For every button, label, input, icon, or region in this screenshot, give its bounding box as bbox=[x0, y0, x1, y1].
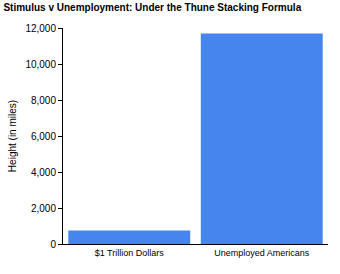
svg-text:12,000: 12,000 bbox=[25, 23, 56, 34]
svg-text:10,000: 10,000 bbox=[25, 59, 56, 70]
svg-text:Height (in miles): Height (in miles) bbox=[7, 100, 18, 172]
svg-text:Unemployed Americans: Unemployed Americans bbox=[214, 248, 310, 258]
svg-text:2,000: 2,000 bbox=[31, 203, 56, 214]
svg-text:4,000: 4,000 bbox=[31, 167, 56, 178]
svg-text:$1 Trillion Dollars: $1 Trillion Dollars bbox=[95, 248, 165, 258]
svg-text:6,000: 6,000 bbox=[31, 131, 56, 142]
svg-text:0: 0 bbox=[50, 239, 56, 250]
svg-text:Stimulus v Unemployment: Under: Stimulus v Unemployment: Under the Thune… bbox=[3, 2, 301, 13]
svg-text:8,000: 8,000 bbox=[31, 95, 56, 106]
